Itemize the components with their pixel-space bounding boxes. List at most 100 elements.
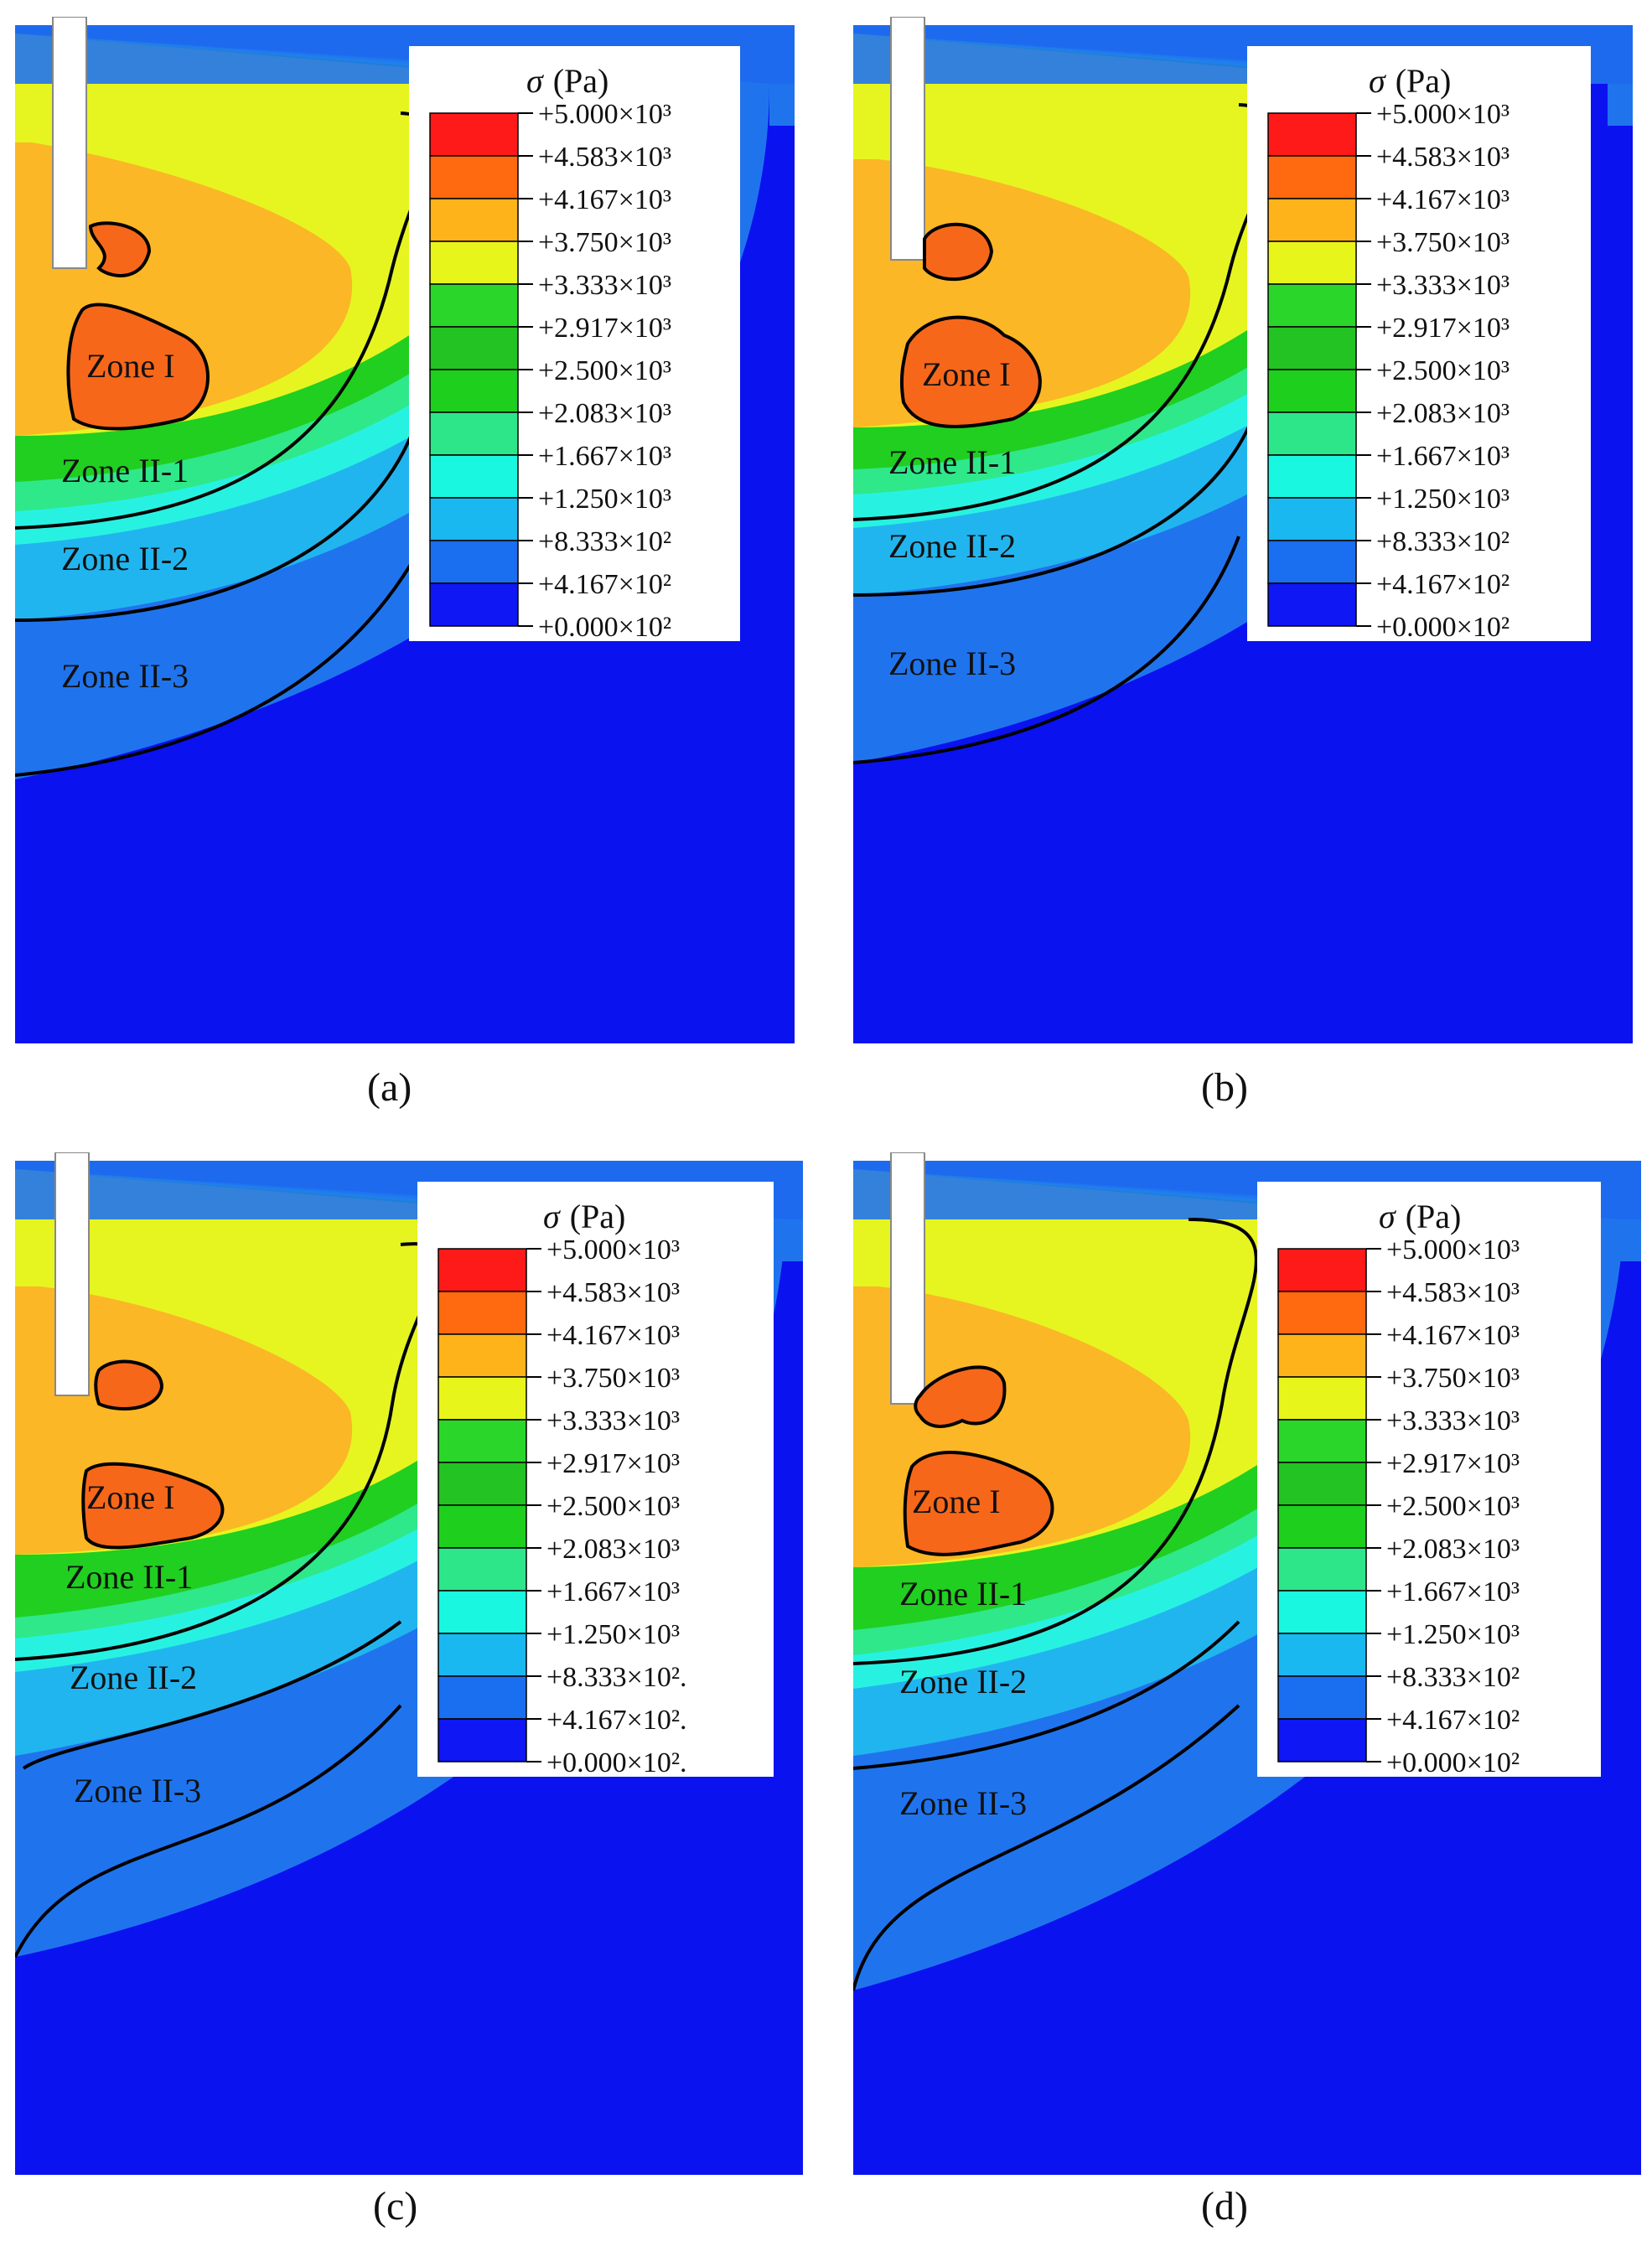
legend-color-swatch <box>438 1675 527 1720</box>
zone-ii-2-label: Zone II-2 <box>61 540 189 577</box>
legend-symbol: σ <box>543 1198 561 1235</box>
edge-strip <box>769 84 795 126</box>
legend-level-label: +4.583×10³ <box>1386 1277 1520 1308</box>
legend-color-swatch <box>438 1419 527 1463</box>
legend-color-swatch <box>1267 540 1357 584</box>
legend-level-label: +1.667×10³ <box>1376 441 1510 472</box>
zone-i-blob-upper <box>94 1359 164 1411</box>
legend-color-swatch <box>438 1547 527 1592</box>
panel-c-contour-plot: Zone I Zone II-1 Zone II-2 Zone II-3 σ (P… <box>15 1152 803 2175</box>
svg-text:σ(Pa): σ (Pa) <box>1369 62 1451 100</box>
legend-color-swatch <box>1277 1718 1367 1762</box>
legend-level-label: +1.667×10³ <box>1386 1576 1520 1607</box>
legend: σ (Pa) +5.000×10³+4.583×10³+4.167×10³+3.7… <box>417 1182 774 1778</box>
legend: σ (Pa) +5.000×10³+4.583×10³+4.167×10³+3.7… <box>1247 46 1591 643</box>
legend-level-label: +2.917×10³ <box>546 1448 680 1479</box>
zone-ii-2-label: Zone II-2 <box>899 1663 1027 1700</box>
zone-i-blob-upper <box>88 221 152 277</box>
zone-ii-3-label: Zone II-3 <box>888 644 1016 682</box>
pile <box>890 1152 925 1405</box>
zone-ii-3-label: Zone II-3 <box>74 1772 201 1809</box>
legend-level-label: +0.000×10² <box>538 612 671 643</box>
boundary-line-3 <box>853 1704 1240 1991</box>
boundary-line-2 <box>22 1620 402 1770</box>
legend-color-swatch <box>429 412 519 456</box>
legend-level-label: +2.917×10³ <box>1376 313 1510 344</box>
panel-a: Zone I Zone II-1 Zone II-2 Zone II-3 σ (P… <box>15 17 799 1048</box>
panel-b: Zone I Zone II-1 Zone II-2 Zone II-3 σ (P… <box>853 17 1637 1048</box>
pile <box>890 17 925 261</box>
legend-level-label: +5.000×10³ <box>1376 99 1510 130</box>
legend-level-label: +2.083×10³ <box>1386 1534 1520 1565</box>
region <box>1608 84 1633 126</box>
legend-level-label: +2.500×10³ <box>1386 1491 1520 1522</box>
legend-unit: (Pa) <box>553 62 609 100</box>
legend-level-label: +4.167×10² <box>538 569 671 600</box>
legend-color-swatch <box>1277 1291 1367 1335</box>
legend-color-swatch <box>1277 1504 1367 1549</box>
legend-level-label: +5.000×10³ <box>1386 1235 1520 1266</box>
zone-i-blob <box>81 1462 225 1550</box>
legend-color-swatch <box>429 540 519 584</box>
legend-level-label: +2.083×10³ <box>1376 398 1510 429</box>
zone-ii-1-label: Zone II-1 <box>61 452 189 489</box>
legend-level-label: +3.333×10³ <box>1386 1405 1520 1436</box>
legend-level-label: +2.500×10³ <box>1376 355 1510 386</box>
legend-level-label: +4.167×10³ <box>538 184 671 215</box>
legend-level-label: +2.500×10³ <box>546 1491 680 1522</box>
legend-level-label: +1.667×10³ <box>546 1576 680 1607</box>
zone-ii-3-label: Zone II-3 <box>899 1784 1027 1822</box>
zone-i-blob-upper <box>923 222 994 282</box>
legend-color-swatch <box>438 1291 527 1335</box>
legend-color-swatch <box>1267 283 1357 328</box>
zone-i-blob <box>903 1451 1054 1556</box>
legend-color-swatch <box>1277 1547 1367 1592</box>
legend-level-label: +4.167×10². <box>546 1705 687 1736</box>
legend-level-label: +3.750×10³ <box>538 227 671 258</box>
legend-color-swatch <box>1267 241 1357 285</box>
legend-level-label: +4.167×10³ <box>1376 184 1510 215</box>
zone-i-label: Zone I <box>86 1478 175 1516</box>
pile <box>52 17 87 269</box>
legend-color-swatch <box>429 283 519 328</box>
zone-i-label: Zone I <box>86 347 175 385</box>
legend-level-label: +4.583×10³ <box>546 1277 680 1308</box>
panel-c: Zone I Zone II-1 Zone II-2 Zone II-3 σ (P… <box>15 1152 807 2175</box>
legend-level-label: +3.333×10³ <box>1376 270 1510 301</box>
zone-ii-1-label: Zone II-1 <box>888 443 1016 481</box>
legend-symbol: σ <box>1379 1198 1396 1235</box>
legend-level-label: +4.167×10³ <box>1386 1320 1520 1351</box>
legend-level-label: +4.167×10² <box>1386 1705 1520 1736</box>
boundary-line-3 <box>15 552 419 777</box>
legend-level-label: +1.250×10³ <box>1376 484 1510 515</box>
zone-ii-2-label: Zone II-2 <box>888 527 1016 565</box>
pile <box>54 1152 90 1396</box>
legend-color-swatch <box>438 1333 527 1378</box>
boundary-line-1 <box>853 1218 1258 1665</box>
legend-level-label: +3.750×10³ <box>546 1363 680 1394</box>
legend-color-swatch <box>438 1462 527 1506</box>
panel-b-contour-plot: Zone I Zone II-1 Zone II-2 Zone II-3 σ (P… <box>853 17 1633 1043</box>
legend-unit: (Pa) <box>570 1198 626 1235</box>
legend-level-label: +5.000×10³ <box>546 1235 680 1266</box>
legend-level-label: +3.750×10³ <box>1376 227 1510 258</box>
legend-color-swatch <box>1277 1590 1367 1634</box>
legend-level-label: +2.083×10³ <box>546 1534 680 1565</box>
legend-level-label: +8.333×10² <box>1376 526 1510 557</box>
legend-unit: (Pa) <box>1396 62 1452 100</box>
legend-color-swatch <box>438 1248 527 1292</box>
legend-level-label: +1.250×10³ <box>538 484 671 515</box>
legend-color-swatch <box>1267 412 1357 456</box>
legend-color-swatch <box>1267 582 1357 627</box>
panel-d: Zone I Zone II-1 Zone II-2 Zone II-3 σ (P… <box>853 1152 1645 2175</box>
svg-text:σ(Pa): σ (Pa) <box>543 1198 625 1235</box>
legend-color-swatch <box>429 241 519 285</box>
zone-ii-1-label: Zone II-1 <box>899 1575 1027 1612</box>
legend: σ (Pa) +5.000×10³+4.583×10³+4.167×10³+3.7… <box>1257 1182 1601 1778</box>
zone-ii-1-label: Zone II-1 <box>65 1558 193 1596</box>
zone-i-blob <box>899 315 1042 428</box>
legend-color-swatch <box>429 582 519 627</box>
legend-symbol: σ <box>526 62 544 100</box>
zone-i-blob <box>66 303 210 431</box>
legend-color-swatch <box>1277 1462 1367 1506</box>
